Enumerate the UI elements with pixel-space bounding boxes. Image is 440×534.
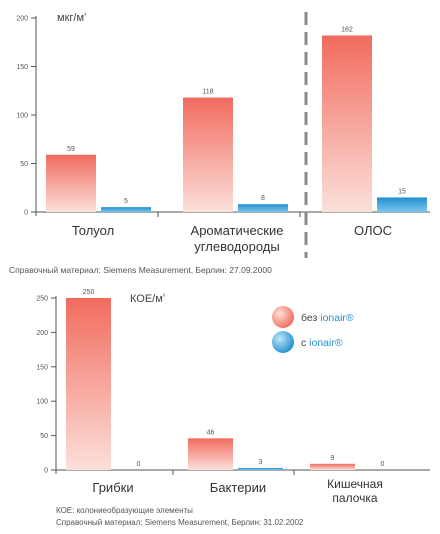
- chart1-bar-with: [238, 204, 288, 212]
- chart1-source: Справочный материал: Siemens Measurement…: [9, 265, 272, 275]
- chart2-source: Справочный материал: Siemens Measurement…: [56, 518, 304, 527]
- chart2-ytick-label: 250: [36, 296, 48, 303]
- chart2-ytick-label: 100: [36, 399, 48, 406]
- chart1-ytick-label: 0: [24, 210, 28, 217]
- chart2-data-label: 3: [259, 459, 263, 466]
- chart1-bar-without: [183, 97, 233, 212]
- chart2-category-label: Грибки: [92, 480, 133, 495]
- legend-swatch-with: [272, 331, 294, 353]
- chart2-unit-label: КОЕ/м³: [130, 293, 166, 305]
- chart2-bar-without: [188, 438, 233, 470]
- chart1-ytick-label: 200: [16, 16, 28, 23]
- chart1-ytick-label: 50: [20, 161, 28, 168]
- chart2-ytick-label: 200: [36, 330, 48, 337]
- chart1-ytick-label: 150: [16, 64, 28, 71]
- chart2-ytick-label: 0: [44, 468, 48, 475]
- chart2-data-label: 0: [381, 461, 385, 468]
- chart2-data-label: 250: [83, 289, 95, 296]
- chart1-category-label: ОЛОС: [354, 223, 392, 238]
- chart2-ytick-label: 50: [40, 433, 48, 440]
- chart1-data-label: 8: [261, 195, 265, 202]
- chart1-bar-with: [377, 197, 427, 212]
- chart1-data-label: 15: [398, 188, 406, 195]
- chart2-category-label: Кишечная палочка: [327, 477, 383, 505]
- chart2-data-label: 46: [207, 429, 215, 436]
- chart2-bar-without: [66, 298, 111, 470]
- chart1-bar-with: [101, 207, 151, 212]
- chart2-footnote: КОЕ: колониеобразующие элементы: [56, 506, 193, 515]
- chart1-bar-without: [322, 35, 372, 213]
- chart1-data-label: 182: [341, 26, 353, 33]
- chart1-category-label: Толуол: [72, 223, 114, 238]
- chart1-data-label: 118: [202, 89, 213, 96]
- chart2-bar-with: [238, 467, 283, 470]
- chart2-bar-without: [310, 463, 355, 470]
- legend-label-with: с ionair®: [301, 337, 343, 349]
- chart1-data-label: 5: [124, 198, 128, 205]
- chart1-data-label: 59: [67, 146, 75, 153]
- chart2-category-label: Бактерии: [210, 480, 266, 495]
- chart2-data-label: 9: [331, 455, 335, 462]
- chart1-category-label: Ароматические углеводороды: [191, 223, 284, 254]
- chart1-unit-label: мкг/м³: [57, 12, 87, 24]
- legend-label-without: без ionair®: [301, 312, 354, 324]
- legend-swatch-without: [272, 306, 294, 328]
- chart2-data-label: 0: [137, 461, 141, 468]
- chart1-bar-without: [46, 154, 96, 212]
- chart2-ytick-label: 150: [36, 364, 48, 371]
- chart1-ytick-label: 100: [16, 113, 28, 120]
